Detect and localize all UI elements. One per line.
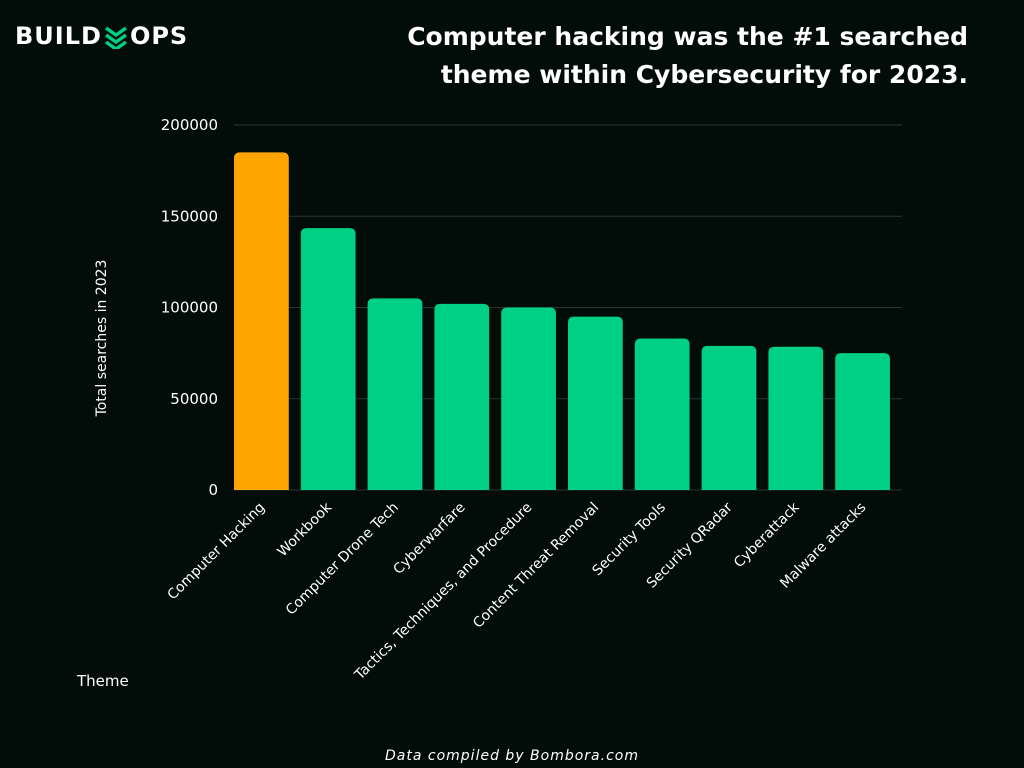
brand-name-left: BUILD — [15, 22, 102, 50]
chevron-stack-icon — [104, 26, 127, 49]
y-tick-label: 150000 — [161, 207, 218, 225]
bar-tactics-techniques-and-procedure — [501, 307, 556, 490]
chart-title-line-1: Computer hacking was the #1 searched — [407, 22, 968, 51]
x-tick-label: Cyberattack — [731, 499, 803, 571]
y-tick-label: 100000 — [161, 299, 218, 317]
bar-security-qradar — [701, 345, 757, 490]
y-tick-label: 50000 — [170, 390, 218, 408]
y-axis-ticks: 0 50000 100000 150000 200000 — [161, 116, 218, 499]
chart-title-line-2: theme within Cybersecurity for 2023. — [440, 60, 968, 89]
y-tick-label: 200000 — [161, 116, 218, 134]
x-tick-label: Content Threat Removal — [470, 500, 602, 632]
bar-cyberattack — [768, 346, 824, 490]
bar-workbook — [300, 228, 356, 491]
bar-content-threat-removal — [568, 316, 623, 490]
bar-security-tools — [634, 338, 690, 490]
x-tick-label: Computer Drone Tech — [283, 500, 402, 619]
brand-name-right: OPS — [129, 22, 189, 50]
x-axis-label: Theme — [77, 672, 129, 690]
x-tick-label: Workbook — [275, 499, 336, 560]
bar-cyberwarfare — [434, 303, 490, 490]
x-tick-label: Computer Hacking — [165, 500, 269, 604]
source-note: Data compiled by Bombora.com — [385, 748, 639, 764]
y-axis-label: Total searches in 2023 — [94, 260, 110, 418]
bar-malware-attacks — [835, 353, 890, 490]
bar-computer-drone-tech — [367, 298, 423, 490]
y-tick-label: 0 — [208, 481, 218, 499]
bar-computer-hacking — [234, 152, 289, 490]
brand-logo: BUILD OPS — [15, 20, 188, 52]
chart-title: Computer hacking was the #1 searched the… — [328, 18, 968, 94]
bars — [234, 152, 890, 491]
